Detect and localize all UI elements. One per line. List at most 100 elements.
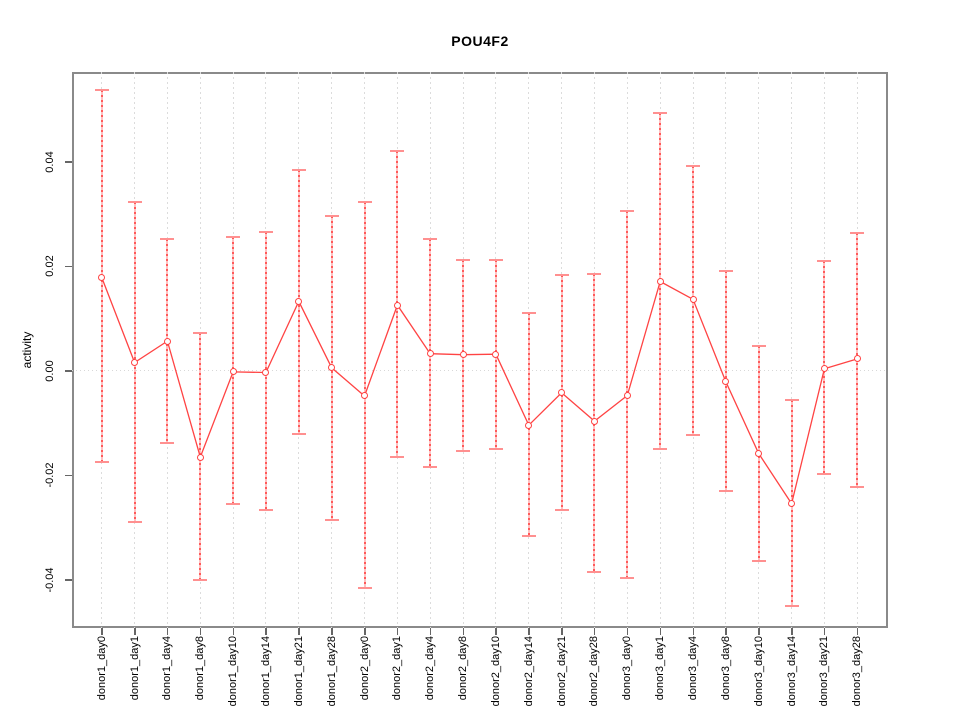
error-bar-cap-top (226, 236, 241, 239)
x-axis-tick (199, 628, 202, 635)
plot-area (72, 72, 888, 628)
x-axis-tick (232, 628, 235, 635)
x-tick-label: donor3_day8 (719, 636, 732, 701)
x-tick-label: donor3_day1 (654, 636, 667, 701)
y-tick-label: 0.04 (44, 151, 56, 173)
error-bar-cap-top (94, 89, 109, 92)
x-tick-label: donor3_day21 (818, 636, 831, 707)
data-point (163, 337, 171, 345)
y-tick-label: 0.00 (44, 360, 56, 382)
zero-gridline (72, 370, 888, 372)
error-bar-cap-bottom (817, 472, 832, 475)
error-bar-cap-top (456, 259, 471, 262)
x-axis-tick (561, 628, 563, 635)
data-point (262, 368, 270, 376)
error-bar-cap-bottom (620, 577, 635, 580)
error-bar-cap-bottom (521, 535, 536, 538)
error-bar-cap-bottom (423, 465, 438, 468)
data-point (295, 297, 303, 305)
error-bar-cap-bottom (751, 559, 766, 562)
data-point (755, 449, 763, 457)
error-bar-cap-top (784, 399, 799, 402)
error-bar-cap-top (554, 274, 569, 277)
x-axis-tick (791, 628, 793, 635)
error-bar-cap-top (521, 312, 536, 315)
x-tick-label: donor1_day28 (325, 636, 338, 707)
x-tick-label: donor3_day14 (785, 636, 798, 707)
error-bar-cap-top (620, 210, 635, 212)
data-point (689, 295, 697, 303)
x-tick-label: donor3_day4 (687, 636, 699, 701)
x-tick-label: donor3_day28 (851, 636, 864, 707)
error-bar-cap-bottom (784, 604, 799, 607)
data-point (820, 365, 828, 373)
x-tick-label: donor1_day1 (128, 636, 141, 701)
x-tick-label: donor2_day21 (555, 636, 568, 707)
error-bar-cap-top (193, 332, 208, 335)
data-point (558, 389, 566, 397)
error-bar-cap-bottom (686, 433, 700, 436)
error-bar-cap-top (751, 344, 766, 347)
data-point (361, 392, 368, 400)
error-bar-cap-top (258, 231, 273, 234)
x-tick-label: donor1_day8 (194, 636, 207, 701)
x-axis-tick (692, 628, 694, 635)
data-point (393, 301, 401, 309)
x-tick-label: donor3_day10 (752, 636, 765, 707)
x-axis-tick (298, 628, 300, 635)
x-tick-label: donor2_day8 (457, 636, 470, 701)
data-point (98, 273, 106, 281)
x-axis-tick (725, 628, 727, 635)
error-bar-cap-top (127, 200, 142, 203)
x-axis-tick (593, 628, 596, 635)
x-axis-tick (101, 628, 103, 635)
y-axis-tick (65, 265, 72, 268)
x-axis-tick (758, 628, 760, 635)
x-tick-label: donor2_day14 (522, 636, 535, 707)
data-point (788, 500, 796, 508)
error-bar-cap-top (390, 150, 405, 153)
error-bar-cap-top (488, 259, 503, 262)
error-bar-cap-bottom (587, 571, 602, 574)
data-point (131, 359, 139, 367)
data-point (853, 355, 861, 363)
error-bar-cap-bottom (324, 518, 339, 521)
error-bar-cap-bottom (488, 447, 503, 450)
error-bar-cap-bottom (357, 586, 372, 589)
error-bar-cap-top (817, 260, 832, 263)
error-bar-cap-top (357, 201, 372, 204)
error-bar-cap-bottom (390, 456, 405, 459)
x-tick-label: donor1_day10 (227, 636, 240, 707)
x-axis-tick (495, 628, 497, 635)
chart-title: POU4F2 (451, 33, 509, 49)
x-tick-label: donor2_day1 (391, 636, 404, 701)
data-point (525, 421, 533, 429)
x-tick-label: donor1_day0 (95, 636, 108, 701)
data-point (722, 378, 730, 386)
y-axis-tick (65, 161, 72, 163)
data-point (623, 391, 631, 399)
y-tick-label: -0.04 (44, 567, 56, 593)
x-axis-tick (134, 628, 136, 635)
error-bar-cap-bottom (291, 433, 306, 436)
error-bar-cap-bottom (94, 460, 109, 463)
data-point (196, 453, 204, 461)
error-bar-cap-bottom (160, 442, 175, 444)
x-tick-label: donor2_day0 (358, 636, 371, 701)
y-tick-label: 0.02 (44, 255, 56, 278)
error-bar-cap-bottom (226, 503, 241, 506)
x-axis-tick (626, 628, 629, 635)
x-axis-tick (265, 628, 267, 635)
data-point (426, 350, 434, 358)
error-bar-cap-top (587, 272, 602, 275)
error-bar-cap-bottom (718, 489, 733, 492)
x-tick-label: donor2_day10 (489, 636, 502, 707)
x-tick-label: donor1_day21 (292, 636, 305, 707)
x-tick-label: donor3_day0 (621, 636, 634, 701)
error-bar-cap-bottom (653, 447, 668, 450)
x-axis-tick (166, 628, 169, 635)
error-bar-cap-top (850, 231, 865, 234)
x-axis-tick (823, 628, 826, 635)
data-point (229, 368, 237, 376)
error-bar-cap-bottom (193, 579, 208, 582)
